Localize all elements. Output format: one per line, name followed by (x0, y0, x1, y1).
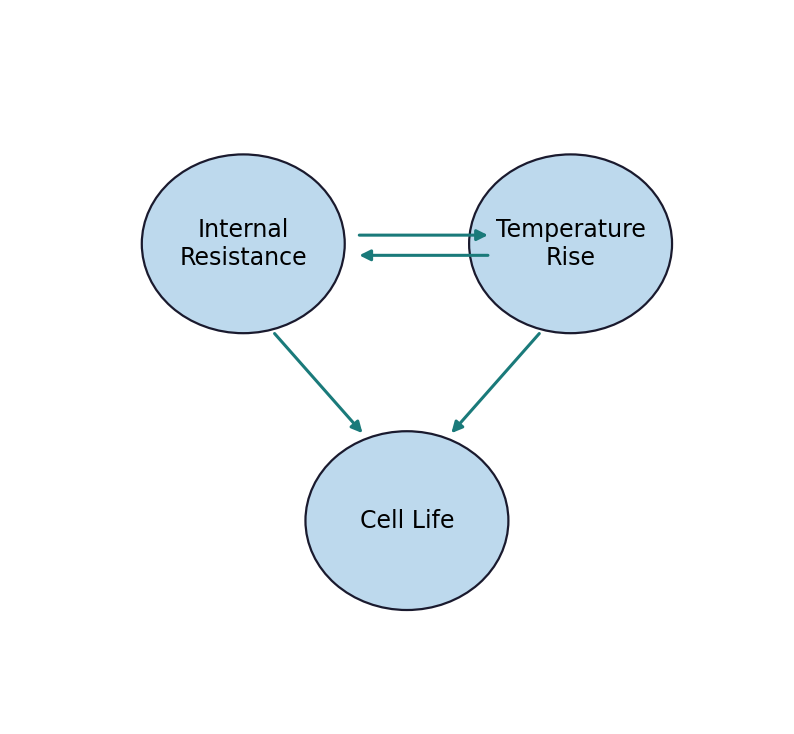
Circle shape (306, 432, 508, 610)
Circle shape (469, 154, 672, 333)
Text: Temperature
Rise: Temperature Rise (495, 218, 646, 269)
Text: Internal
Resistance: Internal Resistance (179, 218, 307, 269)
Text: Cell Life: Cell Life (360, 509, 454, 533)
Circle shape (142, 154, 345, 333)
